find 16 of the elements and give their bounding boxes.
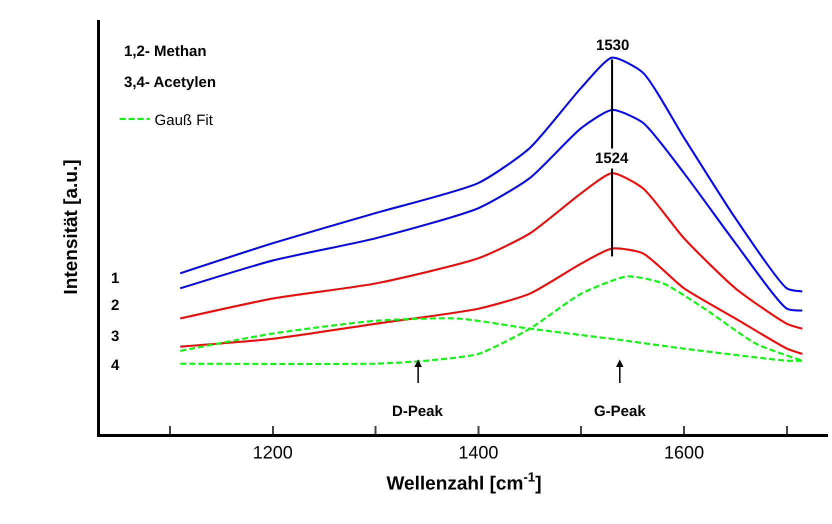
annotation: 1530 [596, 37, 630, 54]
legend-label: Gauß Fit [154, 112, 214, 129]
annotation: G-Peak [594, 403, 646, 420]
annotation: 3,4- Acetylen [124, 74, 216, 91]
y-axis-title: Intensität [a.u.] [60, 159, 82, 295]
annotation: D-Peak [392, 403, 444, 420]
annotation: 1,2- Methan [124, 43, 207, 60]
x-tick-label: 1600 [664, 442, 704, 463]
annotation: 1524 [595, 150, 630, 167]
x-axis-title: Wellenzahl [cm$^{-1}$] [386, 469, 542, 494]
annotation: 1 [111, 270, 120, 287]
annotation: 3 [111, 328, 120, 345]
x-tick-label: 1200 [252, 442, 293, 463]
annotation: 2 [111, 297, 120, 314]
x-tick-label: 1400 [458, 442, 498, 463]
annotation: 4 [111, 357, 120, 374]
